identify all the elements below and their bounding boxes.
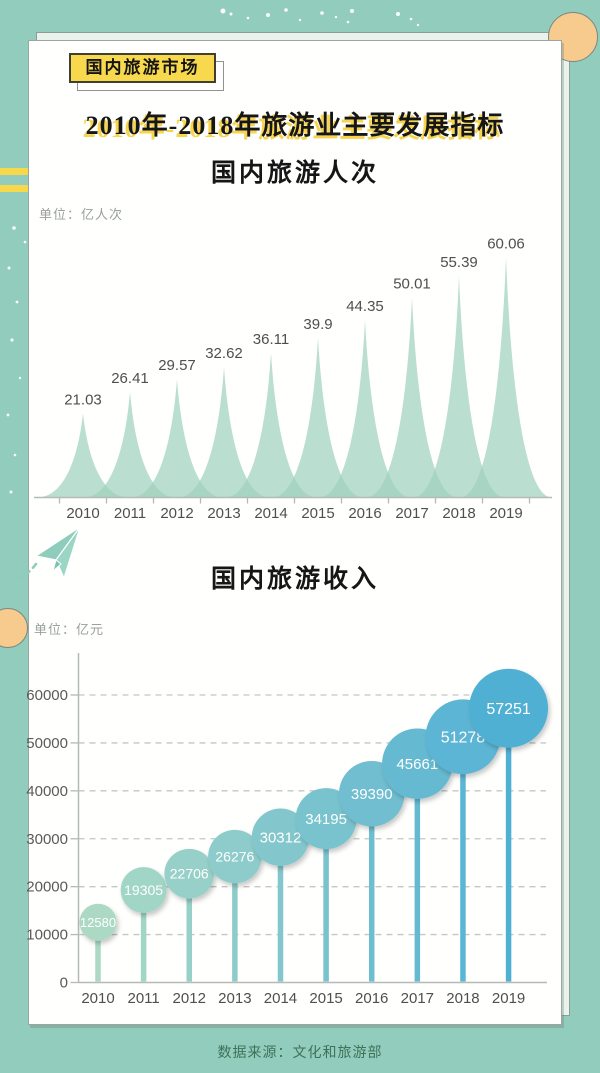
yellow-stripe-decoration	[0, 185, 28, 192]
chart1-unit-label: 单位：亿人次	[39, 207, 124, 222]
content-card: 国内旅游市场 2010年-2018年旅游业主要发展指标 国内旅游人次 单位：亿人…	[28, 40, 562, 1025]
data-source-note: 数据来源：文化和旅游部	[217, 1044, 383, 1060]
category-badge: 国内旅游市场	[69, 53, 216, 83]
chart2-title: 国内旅游收入	[210, 566, 379, 593]
chart1-title: 国内旅游人次	[210, 160, 379, 187]
paper-plane-icon	[2, 526, 81, 580]
yellow-stripe-decoration	[0, 168, 28, 175]
accent-circle-left	[0, 608, 28, 648]
chart2-unit-label: 单位：亿元	[34, 622, 105, 637]
page-title: 2010年-2018年旅游业主要发展指标	[85, 111, 505, 140]
plane-trail	[2, 562, 38, 580]
